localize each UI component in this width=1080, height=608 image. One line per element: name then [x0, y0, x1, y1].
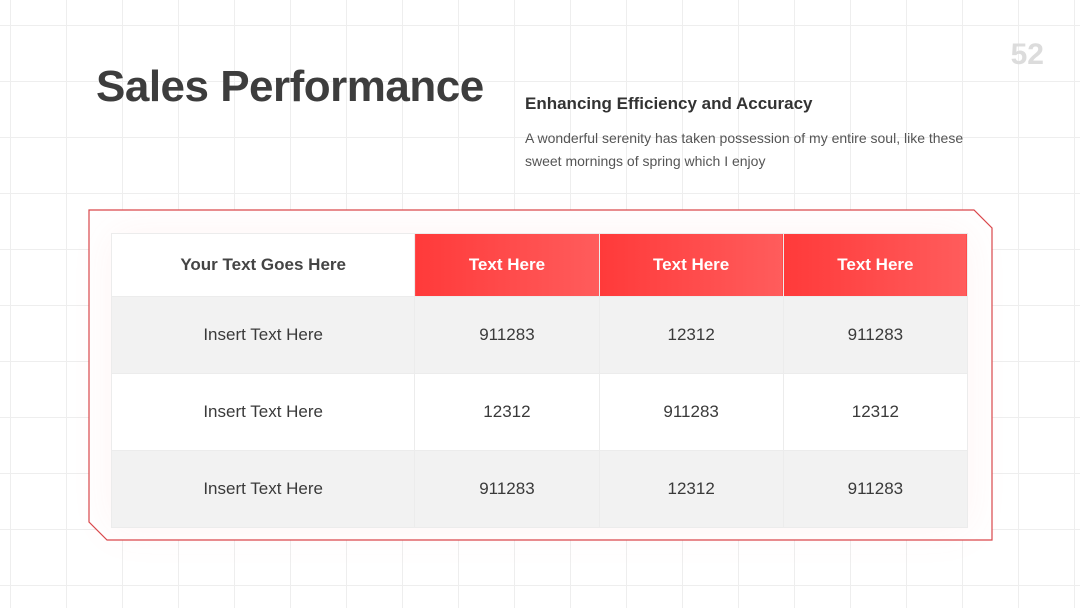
row-label: Insert Text Here	[110, 296, 416, 374]
data-table: Your Text Goes Here Text Here Text Here Tex…	[110, 233, 969, 528]
cell: 12312	[598, 296, 784, 374]
title: Sales Performance	[96, 62, 484, 111]
column-header: Text Here	[414, 233, 600, 297]
cell: 911283	[598, 373, 784, 451]
cell: 911283	[782, 296, 969, 374]
table-body: Insert Text Here 911283 12312 911283 Insert …	[110, 296, 969, 528]
cell: 911283	[414, 450, 600, 528]
column-header: Your Text Goes Here	[110, 233, 416, 297]
cell: 12312	[782, 373, 969, 451]
column-header: Text Here	[598, 233, 784, 297]
cell: 12312	[414, 373, 600, 451]
description: A wonderful serenity has taken possessio…	[525, 130, 964, 169]
table-row: Insert Text Here 911283 12312 911283	[110, 296, 969, 374]
cell: 911283	[782, 450, 969, 528]
column-header: Text Here	[782, 233, 969, 297]
cell: 12312	[598, 450, 784, 528]
page-number: 52	[1010, 38, 1044, 71]
header-row: Your Text Goes Here Text Here Text Here Tex…	[110, 233, 969, 297]
row-label: Insert Text Here	[110, 373, 416, 451]
row-label: Insert Text Here	[110, 450, 416, 528]
table-row: Insert Text Here 911283 12312 911283	[110, 450, 969, 528]
cell: 911283	[414, 296, 600, 374]
subtitle: Enhancing Efficiency and Accuracy	[525, 94, 813, 113]
table-row: Insert Text Here 12312 911283 12312	[110, 373, 969, 451]
